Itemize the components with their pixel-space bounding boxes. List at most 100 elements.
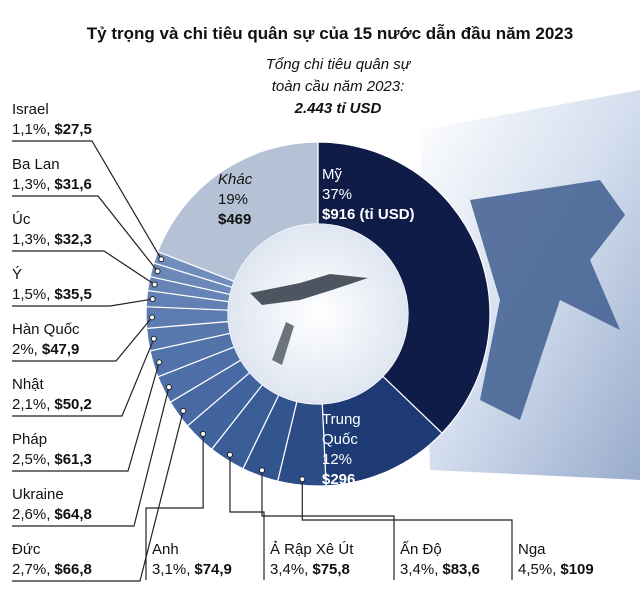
percent-label: 12% (322, 451, 353, 468)
percent-label: 3,1%, (152, 561, 191, 578)
leader-dot (258, 467, 265, 474)
amount-label: $31,6 (54, 176, 92, 193)
category-name: Đức (12, 541, 41, 558)
leader-line (301, 479, 513, 580)
leader-line (12, 195, 159, 272)
percent-label: 2,1%, (12, 396, 51, 413)
segment-label: Ba Lan 1,3%, $31,6 (12, 155, 92, 195)
amount-label: $469 (218, 211, 252, 228)
amount-label: $83,6 (442, 561, 480, 578)
segment-label: Đức 2,7%, $66,8 (12, 540, 92, 580)
leader-dot (158, 256, 165, 263)
leader-line (12, 386, 170, 527)
category-name: Trung Quốc (322, 411, 361, 448)
chart-title: Tỷ trọng và chi tiêu quân sự của 15 nước… (86, 24, 574, 43)
category-name: Anh (152, 541, 179, 558)
segment-label: Mỹ 37% $916 (tỉ USD) (322, 165, 415, 225)
leader-line (12, 250, 155, 286)
leader-line (12, 140, 162, 260)
amount-label: $27,5 (54, 121, 92, 138)
percent-label: 1,1%, (12, 121, 51, 138)
leader-line (12, 410, 184, 582)
leader-dot (200, 430, 207, 437)
percent-label: 3,4%, (400, 561, 439, 578)
segment-label: Israel 1,1%, $27,5 (12, 100, 92, 140)
percent-label: 2,7%, (12, 561, 51, 578)
amount-label: $66,8 (54, 561, 92, 578)
amount-label: $109 (560, 561, 594, 578)
center-jet-icon (250, 274, 368, 305)
amount-label: $47,9 (41, 341, 80, 358)
leader-dot (149, 314, 156, 321)
percent-label: 1,3%, (12, 176, 51, 193)
segment-label: Ukraine 2,6%, $64,8 (12, 485, 92, 525)
background-jet (470, 180, 625, 420)
leader-line (229, 454, 265, 580)
category-name: Nhật (12, 376, 44, 393)
center-missile-icon (272, 322, 294, 365)
category-name: Hàn Quốc (12, 321, 80, 338)
leader-dot (150, 335, 157, 342)
amount-label: $916 (tỉ USD) (322, 206, 415, 223)
leader-dot (156, 359, 163, 366)
segment-label: Pháp 2,5%, $61,3 (12, 430, 92, 470)
leader-line (12, 338, 155, 417)
leader-dot (299, 476, 306, 483)
category-name: Ả Rập Xê Út (270, 541, 354, 558)
category-name: Mỹ (322, 166, 342, 183)
donut-center (228, 224, 408, 404)
segment-label: Anh 3,1%, $74,9 (152, 540, 232, 580)
segment-label: Ý 1,5%, $35,5 (12, 265, 92, 305)
amount-label: $74,9 (194, 561, 232, 578)
segment-label: Hàn Quốc 2%, $47,9 (12, 320, 80, 360)
leader-line (12, 362, 160, 472)
amount-label: $50,2 (54, 396, 92, 413)
leader-line (145, 433, 204, 580)
leader-dot (154, 268, 161, 275)
leader-dot (149, 296, 156, 303)
amount-label: $32,3 (54, 231, 92, 248)
percent-label: 2,6%, (12, 506, 51, 523)
leader-dot (151, 281, 158, 288)
total-label: 2.443 tỉ USD (294, 100, 382, 117)
category-name: Israel (12, 101, 49, 118)
percent-label: 3,4%, (270, 561, 309, 578)
category-name: Úc (12, 211, 31, 228)
percent-label: 2,5%, (12, 451, 51, 468)
category-name: Ukraine (12, 486, 64, 503)
leader-dot (226, 451, 233, 458)
segment-label: Nhật 2,1%, $50,2 (12, 375, 92, 415)
leader-dot (165, 384, 172, 391)
subtitle-line: Tổng chi tiêu quân sự (265, 56, 411, 73)
amount-label: $61,3 (54, 451, 92, 468)
leader-line (12, 317, 153, 362)
percent-label: 1,5%, (12, 286, 51, 303)
amount-label: $35,5 (54, 286, 92, 303)
percent-label: 37% (322, 186, 353, 203)
category-name: Ý (12, 266, 23, 283)
segment-label: Ấn Độ 3,4%, $83,6 (400, 540, 480, 580)
segment-label: Khác 19% $469 (218, 170, 252, 230)
percent-label: 19% (218, 191, 249, 208)
amount-label: $75,8 (312, 561, 350, 578)
segment-label: Ả Rập Xê Út 3,4%, $75,8 (270, 540, 353, 580)
subtitle-line: toàn cầu năm 2023: (271, 78, 405, 95)
segment-label: Nga 4,5%, $109 (518, 540, 594, 580)
category-name: Khác (218, 171, 253, 188)
amount-label: $296 (322, 471, 356, 488)
percent-label: 4,5%, (518, 561, 557, 578)
percent-label: 1,3%, (12, 231, 51, 248)
category-name: Ấn Độ (400, 541, 442, 558)
category-name: Pháp (12, 431, 48, 448)
segment-label: Trung Quốc 12% $296 (322, 410, 382, 490)
category-name: Nga (518, 541, 546, 558)
leader-dot (180, 407, 187, 414)
leader-line (261, 470, 395, 580)
segment-label: Úc 1,3%, $32,3 (12, 210, 92, 250)
percent-label: 2%, (12, 341, 38, 358)
amount-label: $64,8 (54, 506, 92, 523)
leader-line (12, 298, 153, 307)
category-name: Ba Lan (12, 156, 60, 173)
